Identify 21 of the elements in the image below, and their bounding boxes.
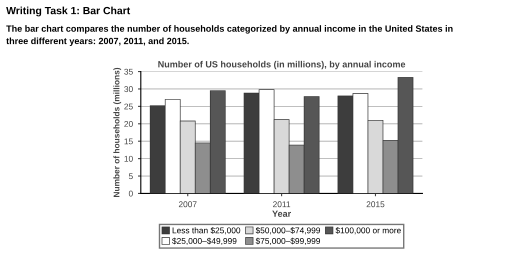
x-axis-title: Year <box>272 210 292 217</box>
y-tick-label: 15 <box>124 138 133 144</box>
y-tick-label: 5 <box>128 173 133 180</box>
y-tick-label: 20 <box>124 120 133 127</box>
text: Writing Task 1: Bar Chart <box>6 6 130 16</box>
legend-label: $100,000 or more <box>336 227 401 234</box>
y-tick-label: 25 <box>124 104 133 110</box>
chart-title: Number of US households (in millions), by annual income <box>158 60 406 70</box>
x-tick-label: 2011 <box>273 201 290 208</box>
y-axis-title: Number of households (millions) <box>113 68 122 197</box>
y-tick-label: 10 <box>124 156 133 162</box>
legend-label: $75,000–$99,999 <box>256 238 320 245</box>
x-tick-label: 2015 <box>366 201 384 208</box>
legend-label: Less than $25,000 <box>172 227 240 234</box>
x-tick-label: 2007 <box>178 201 197 208</box>
y-tick-label: 0 <box>128 190 133 197</box>
text: The bar chart compares the number of households categorized by annual income in the United States in three different years: 2007, 2011, and 2015. <box>6 25 453 46</box>
y-tick-label: 35 <box>124 68 133 75</box>
y-tick-label: 30 <box>124 86 133 92</box>
legend-label: $25,000–$49,999 <box>172 238 236 245</box>
legend-label: $50,000–$74,999 <box>256 227 320 234</box>
